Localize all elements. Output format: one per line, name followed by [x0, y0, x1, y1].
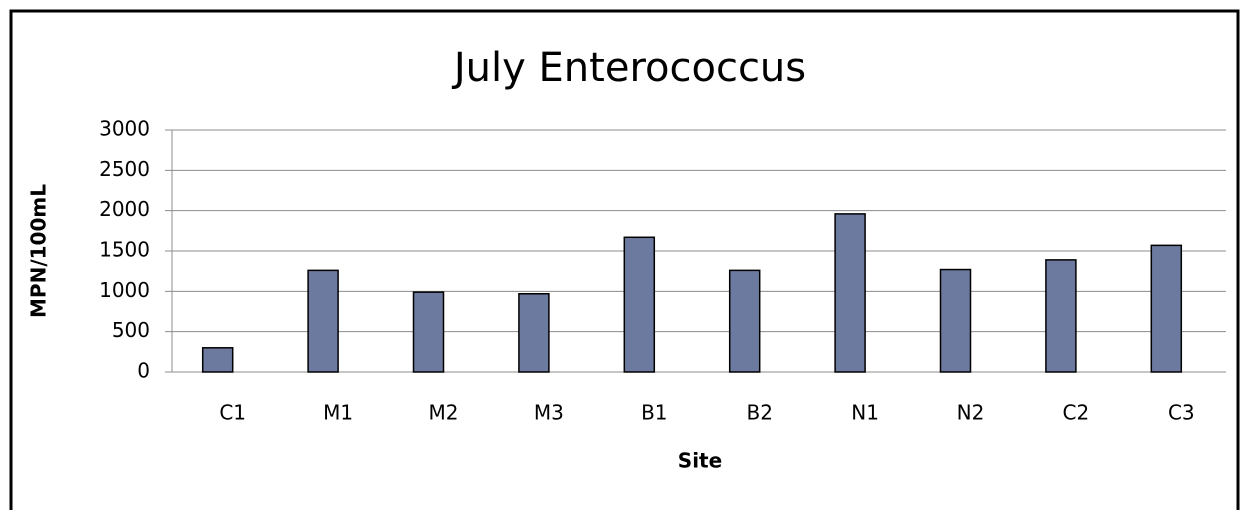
bar	[1045, 259, 1077, 373]
bar	[518, 293, 550, 373]
x-tick-label: M1	[323, 401, 353, 425]
chart-title: July Enterococcus	[451, 45, 806, 91]
x-tick-label: C1	[219, 401, 246, 425]
x-tick-label: B2	[746, 401, 772, 425]
bar	[1150, 244, 1183, 373]
x-tick-label: C3	[1168, 401, 1195, 425]
bar	[834, 213, 866, 373]
x-tick-label: M2	[429, 401, 459, 425]
y-tick-label: 0	[137, 359, 150, 383]
x-tick-label: C2	[1063, 401, 1090, 425]
y-tick-label: 1500	[99, 238, 150, 262]
bar	[412, 291, 445, 373]
bar	[728, 269, 761, 373]
bar	[623, 236, 656, 373]
y-tick-label: 2500	[99, 157, 150, 181]
x-tick-label: N1	[851, 401, 879, 425]
y-axis-title: MPN/100mL	[27, 184, 51, 318]
y-tick-label: 3000	[99, 117, 150, 141]
bar	[307, 269, 339, 373]
x-tick-label: M3	[534, 401, 564, 425]
bar	[201, 347, 234, 373]
x-tick-label: B1	[641, 401, 667, 425]
y-tick-label: 2000	[99, 197, 150, 221]
y-tick-label: 500	[112, 318, 150, 342]
bar	[939, 268, 972, 373]
x-axis-title: Site	[678, 449, 722, 473]
frame	[9, 9, 1240, 510]
x-tick-label: N2	[957, 401, 985, 425]
y-tick-label: 1000	[99, 278, 150, 302]
